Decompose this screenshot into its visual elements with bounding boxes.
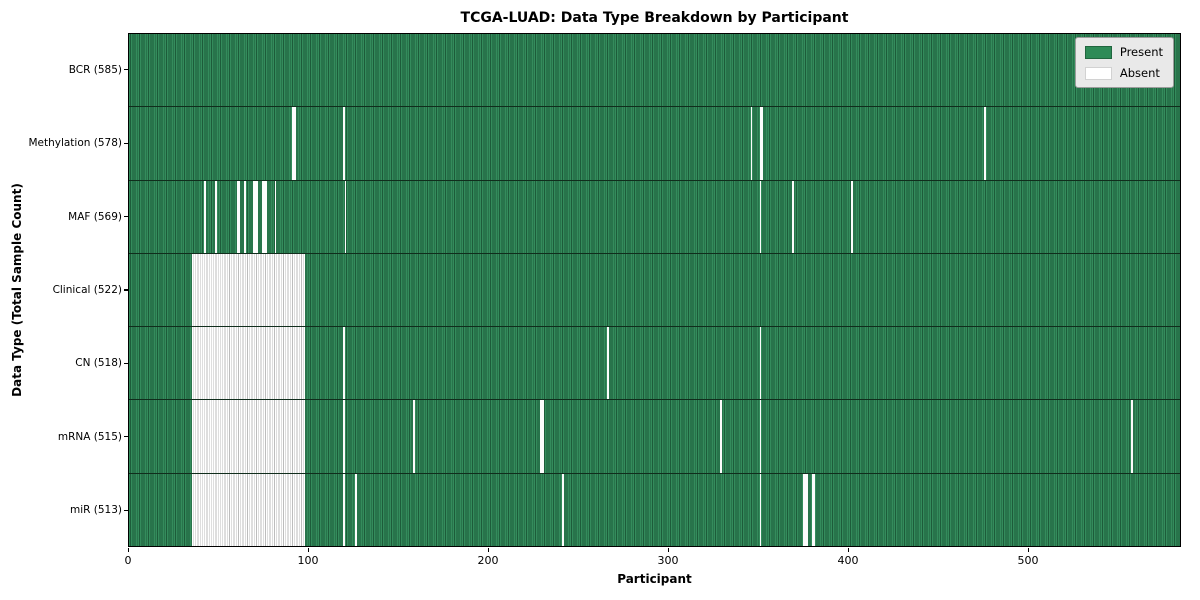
absent-segment: [252, 180, 255, 253]
absent-segment: [759, 107, 762, 180]
heatmap-row-methylation: [129, 107, 1180, 181]
y-tick-label-maf: MAF (569): [68, 210, 122, 223]
legend: Present Absent: [1074, 37, 1174, 88]
absent-segment: [761, 107, 764, 180]
absent-segment: [191, 327, 306, 400]
absent-segment: [191, 253, 306, 327]
absent-segment: [759, 400, 762, 473]
absent-segment: [243, 180, 246, 253]
legend-swatch-absent: [1084, 66, 1112, 80]
absent-segment: [759, 473, 762, 546]
absent-segment: [238, 180, 241, 253]
heatmap-row-cn: [129, 327, 1180, 401]
y-tick-mark: [124, 509, 128, 511]
absent-segment: [294, 107, 297, 180]
absent-segment: [342, 107, 345, 180]
absent-segment: [344, 180, 347, 253]
plot-area: [128, 33, 1181, 547]
x-tick-label-300: 300: [657, 554, 679, 567]
absent-segment: [261, 180, 264, 253]
x-tick-label-0: 0: [124, 554, 132, 567]
absent-segment: [204, 180, 207, 253]
absent-segment: [215, 180, 218, 253]
y-tick-label-cn: CN (518): [75, 357, 122, 370]
absent-segment: [342, 327, 345, 400]
legend-entry-absent: Absent: [1084, 66, 1163, 80]
absent-segment: [274, 180, 277, 253]
absent-segment: [851, 180, 853, 253]
absent-segment: [561, 473, 564, 546]
heatmap-row-clinical: [129, 253, 1180, 328]
absent-segment: [811, 473, 816, 546]
y-tick-mark: [124, 215, 128, 218]
y-tick-mark: [124, 362, 128, 365]
y-tick-mark: [124, 142, 128, 144]
legend-entry-present: Present: [1084, 45, 1163, 59]
heatmap-row-mir: [129, 473, 1180, 546]
chart-title: TCGA-LUAD: Data Type Breakdown by Partic…: [460, 10, 849, 26]
y-tick-label-bcr: BCR (585): [68, 63, 122, 76]
absent-segment: [802, 473, 809, 546]
absent-segment: [759, 327, 762, 400]
y-tick-mark: [124, 69, 128, 71]
x-tick-label-400: 400: [837, 554, 859, 567]
x-tick-mark: [488, 548, 490, 552]
absent-segment: [750, 107, 753, 180]
absent-segment: [191, 400, 306, 473]
y-tick-label-clinical: Clinical (522): [52, 284, 122, 296]
x-tick-mark: [668, 548, 670, 552]
absent-segment: [720, 400, 722, 473]
x-tick-mark: [848, 548, 850, 552]
absent-segment: [265, 180, 268, 253]
absent-segment: [342, 400, 345, 473]
absent-segment: [984, 107, 986, 180]
x-tick-mark: [308, 548, 310, 552]
absent-segment: [542, 400, 544, 473]
absent-segment: [791, 180, 794, 253]
legend-swatch-present: [1084, 45, 1112, 59]
absent-segment: [355, 473, 358, 546]
absent-segment: [191, 473, 306, 546]
y-tick-mark: [124, 289, 128, 291]
y-tick-label-methylation: Methylation (578): [28, 137, 122, 150]
absent-segment: [263, 180, 266, 253]
x-tick-mark: [1028, 548, 1030, 552]
absent-segment: [1131, 400, 1134, 473]
legend-label: Absent: [1119, 66, 1160, 80]
x-tick-label-100: 100: [297, 554, 319, 567]
y-tick-label-mrna: mRNA (515): [57, 430, 122, 443]
y-tick-label-mir: miR (513): [69, 504, 122, 517]
absent-segment: [254, 180, 257, 253]
legend-label: Present: [1119, 45, 1163, 59]
heatmap-row-bcr: [129, 34, 1180, 108]
absent-segment: [540, 400, 543, 473]
absent-segment: [606, 327, 609, 400]
x-axis-title: Participant: [617, 572, 692, 586]
x-tick-label-500: 500: [1017, 554, 1039, 567]
absent-segment: [256, 180, 259, 253]
heatmap-row-mrna: [129, 400, 1180, 474]
absent-segment: [292, 107, 295, 180]
absent-segment: [236, 180, 239, 253]
absent-segment: [412, 400, 415, 473]
absent-segment: [342, 473, 345, 546]
absent-segment: [759, 180, 762, 253]
y-tick-mark: [124, 436, 128, 438]
heatmap-row-maf: [129, 180, 1180, 254]
x-tick-label-200: 200: [477, 554, 499, 567]
x-tick-mark: [128, 548, 130, 552]
